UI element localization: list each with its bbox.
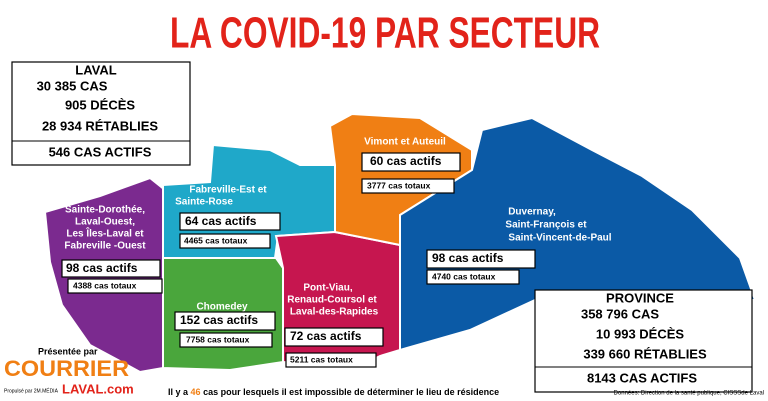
footnote-number: 46 (191, 387, 201, 397)
label-box (361, 152, 461, 172)
laval-name: LAVAL (75, 62, 116, 77)
total-cases: 4740 cas totaux (432, 271, 496, 281)
label-box (179, 332, 273, 348)
laval-line: 546 CAS ACTIFS (49, 144, 152, 159)
active-cases: 98 cas actifs (66, 261, 138, 275)
province-box (534, 289, 753, 393)
laval-line: 28 934 RÉTABLIES (42, 118, 158, 133)
laval-line: 30 385 CAS (37, 78, 108, 93)
label-box (361, 178, 455, 194)
province-line: 8143 CAS ACTIFS (587, 370, 697, 385)
sponsor-brand: COURRIER (4, 356, 129, 381)
sponsor-site: LAVAL.com (62, 381, 134, 396)
province-line: 10 993 DÉCÈS (596, 326, 684, 341)
total-cases: 4465 cas totaux (184, 235, 248, 245)
laval-line: 905 DÉCÈS (65, 97, 135, 112)
sponsor-label: Présentée par (38, 346, 98, 356)
sector-name: Pont-Viau, (303, 283, 352, 294)
label-box (174, 311, 276, 331)
sector-name: Sainte-Dorothée, (65, 205, 145, 216)
total-cases: 5211 cas totaux (290, 354, 353, 364)
source: Données: Direction de la santé publique,… (614, 391, 764, 397)
sector-name: Chomedey (196, 302, 248, 313)
total-cases: 7758 cas totaux (186, 334, 250, 344)
label-box (285, 352, 377, 368)
sector-name: Laval-des-Rapides (290, 307, 379, 318)
active-cases: 98 cas actifs (432, 251, 504, 265)
total-cases: 4388 cas totaux (73, 280, 137, 290)
active-cases: 60 cas actifs (370, 154, 442, 168)
province-line: 358 796 CAS (581, 306, 659, 321)
label-box (426, 249, 536, 269)
province-line: 339 660 RÉTABLIES (583, 346, 707, 361)
title: LA COVID-19 PAR SECTEUR (170, 9, 600, 58)
sponsor-tagline: Propulsé par 2M.MÉDIA (4, 387, 59, 394)
label-box (179, 212, 281, 231)
sector-name: Duvernay, (508, 207, 556, 218)
sector-name: Les Îles-Laval et (66, 227, 144, 240)
sector-name: Saint-Vincent-de-Paul (508, 233, 611, 244)
total-cases: 3777 cas totaux (367, 180, 431, 190)
sector-name: Vimont et Auteuil (364, 137, 446, 148)
province-name: PROVINCE (606, 290, 674, 305)
sector-name: Renaud-Coursol et (287, 295, 377, 306)
footnote-text: cas pour lesquels il est impossible de d… (203, 387, 499, 397)
active-cases: 152 cas actifs (180, 313, 258, 327)
label-box (61, 259, 161, 278)
sector-name: Fabreville -Ouest (64, 241, 146, 252)
sector-name: Fabreville-Est et (189, 185, 267, 196)
sector-name: Saint-François et (505, 220, 587, 231)
sector-name: Sainte-Rose (175, 197, 233, 208)
sector-name: Laval-Ouest, (75, 217, 135, 228)
active-cases: 64 cas actifs (185, 214, 257, 228)
laval-box (11, 61, 191, 166)
footnote: Il y a 46 cas pour lesquels il est impos… (168, 387, 499, 397)
footnote-text: Il y a (168, 387, 189, 397)
active-cases: 72 cas actifs (290, 329, 362, 343)
label-box (179, 233, 271, 249)
label-box (284, 327, 384, 347)
label-box (67, 278, 163, 294)
label-box (426, 269, 520, 285)
